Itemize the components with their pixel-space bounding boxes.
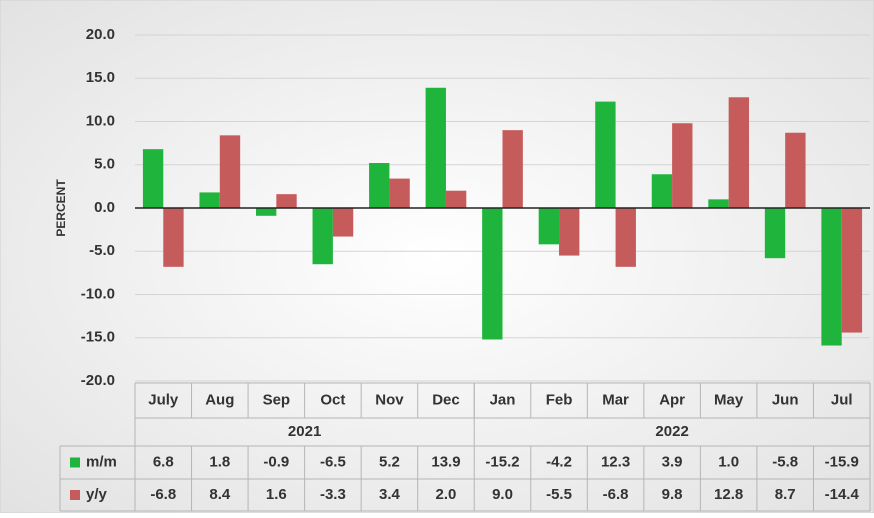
data-label: -5.8	[772, 453, 798, 470]
bar	[445, 190, 467, 208]
bar	[482, 208, 503, 340]
y-tick-label: 10.0	[86, 112, 115, 129]
data-label: 13.9	[431, 453, 460, 470]
group-label: 2022	[655, 423, 688, 440]
bar	[595, 101, 616, 208]
data-label: -4.2	[546, 453, 572, 470]
x-tick-label: Jun	[772, 391, 799, 408]
bar	[255, 208, 277, 216]
data-label: 8.4	[209, 486, 231, 503]
x-tick-label: Sep	[263, 391, 291, 408]
group-label: 2021	[288, 423, 321, 440]
bar	[764, 208, 786, 259]
data-label: -14.4	[825, 486, 860, 503]
data-label: 1.0	[718, 453, 739, 470]
bar	[389, 178, 410, 208]
bar	[615, 208, 636, 267]
bar	[163, 208, 184, 267]
data-label: -15.2	[485, 453, 519, 470]
y-tick-label: -20.0	[81, 372, 115, 389]
data-label: 3.9	[662, 453, 683, 470]
x-tick-label: Nov	[375, 391, 404, 408]
data-label: 12.3	[601, 453, 630, 470]
bar	[559, 208, 580, 256]
data-label: -15.9	[825, 453, 859, 470]
x-tick-label: May	[714, 391, 744, 408]
bar	[425, 87, 446, 208]
x-tick-label: Aug	[205, 391, 234, 408]
bar	[332, 208, 354, 237]
y-axis-label: PERCENT	[54, 179, 68, 237]
y-tick-label: -15.0	[81, 329, 115, 346]
bar	[502, 130, 523, 208]
bar	[728, 97, 750, 208]
data-label: 1.6	[266, 486, 287, 503]
bar	[369, 163, 390, 208]
y-tick-label: -10.0	[81, 285, 115, 302]
bar	[312, 208, 333, 265]
x-tick-label: Jan	[490, 391, 516, 408]
bar	[785, 132, 806, 208]
legend-label: y/y	[86, 486, 108, 503]
y-tick-label: 5.0	[94, 156, 115, 173]
data-label: 9.0	[492, 486, 513, 503]
bar	[538, 208, 560, 245]
x-tick-label: Feb	[546, 391, 573, 408]
data-label: -0.9	[263, 453, 289, 470]
legend-label: m/m	[86, 453, 117, 470]
data-label: 3.4	[379, 486, 401, 503]
data-label: 8.7	[775, 486, 796, 503]
data-label: 5.2	[379, 453, 400, 470]
bar	[672, 123, 693, 208]
legend-swatch	[70, 490, 80, 500]
y-tick-label: 20.0	[86, 26, 115, 43]
data-label: -5.5	[546, 486, 572, 503]
x-tick-label: July	[148, 391, 179, 408]
y-tick-label: 15.0	[86, 69, 115, 86]
legend-swatch	[70, 457, 80, 468]
bar	[199, 192, 220, 208]
data-label: -6.8	[603, 486, 629, 503]
bar	[276, 194, 297, 208]
data-label: -3.3	[320, 486, 346, 503]
data-label: 1.8	[209, 453, 230, 470]
bar	[841, 208, 863, 333]
y-tick-label: -5.0	[89, 242, 115, 259]
data-label: -6.8	[150, 486, 176, 503]
data-label: 9.8	[662, 486, 683, 503]
bar	[821, 208, 842, 346]
bar	[219, 135, 241, 208]
bar	[142, 149, 164, 208]
x-tick-label: Mar	[602, 391, 629, 408]
data-label: -6.5	[320, 453, 346, 470]
data-label: 12.8	[714, 486, 743, 503]
x-tick-label: Oct	[320, 391, 345, 408]
x-tick-label: Apr	[659, 391, 685, 408]
y-tick-label: 0.0	[94, 199, 115, 216]
data-label: 2.0	[436, 486, 457, 503]
bar	[651, 174, 673, 208]
x-tick-label: Dec	[432, 391, 460, 408]
x-tick-label: Jul	[831, 391, 853, 408]
bar	[708, 199, 729, 208]
data-label: 6.8	[153, 453, 174, 470]
